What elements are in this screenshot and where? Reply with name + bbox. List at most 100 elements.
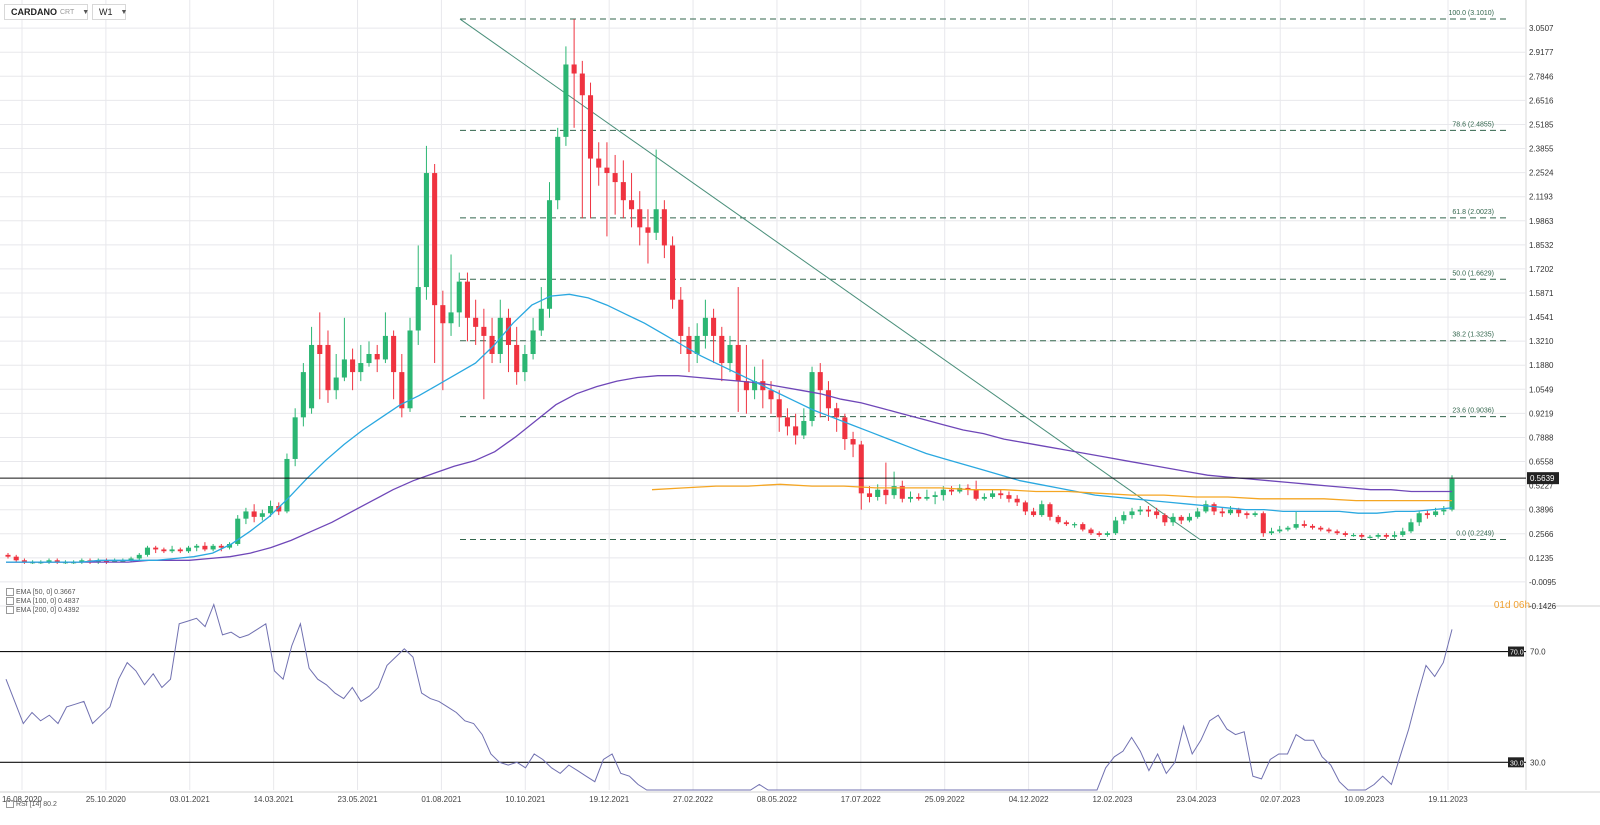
candle-body [1145, 509, 1151, 512]
candle-body [407, 330, 413, 409]
candle-body [850, 439, 856, 445]
rsi-level-tag [1508, 757, 1524, 768]
candle-body [596, 158, 602, 168]
ema200-legend[interactable]: EMA [200, 0] 0.4392 [6, 606, 79, 615]
candle-body [1268, 531, 1275, 534]
ema200-legend-text: EMA [200, 0] 0.4392 [16, 607, 80, 614]
candle-body [210, 545, 216, 550]
candle-body [432, 173, 438, 306]
timeframe-selector[interactable]: W1 ▼ [92, 4, 127, 20]
candle-body [637, 209, 643, 228]
x-tick-label: 16.08.2020 [2, 795, 43, 804]
candle-body [1039, 504, 1045, 516]
y-tick-label: 1.3210 [1529, 337, 1554, 346]
candle-body [883, 489, 889, 496]
ema-legend: EMA [50, 0] 0.3667 EMA [100, 0] 0.4837 E… [6, 588, 79, 615]
candle-body [653, 209, 659, 233]
candle-body [866, 493, 873, 497]
rsi-legend-text: RSI [14] 80.2 [16, 801, 57, 808]
candle-body [268, 506, 274, 514]
candle-body [46, 560, 52, 563]
candle-body [309, 344, 315, 409]
candle-body [423, 173, 429, 288]
candle-body [1375, 534, 1381, 537]
y-tick-label: 1.9863 [1529, 217, 1554, 226]
y-tick-label: 0.6558 [1529, 458, 1554, 467]
candle-body [1104, 533, 1110, 535]
candle-body [1006, 495, 1012, 499]
candle-body [1260, 513, 1266, 534]
candle-body [1441, 509, 1447, 512]
x-tick-label: 12.02.2023 [1092, 795, 1133, 804]
candle-body [95, 560, 101, 563]
candle-body [1318, 527, 1324, 530]
candle-body [825, 390, 831, 409]
candle-body [875, 489, 881, 497]
candle-body [1170, 516, 1176, 523]
x-tick-label: 01.08.2021 [421, 795, 462, 804]
ema50-legend[interactable]: EMA [50, 0] 0.3667 [6, 588, 79, 597]
candle-body [620, 182, 626, 201]
candle-body [522, 354, 528, 373]
candle-body [834, 408, 840, 418]
candle-body [456, 281, 462, 313]
candle-body [112, 560, 118, 563]
candle-body [973, 489, 979, 499]
candle-body [538, 308, 544, 331]
settings-icon [6, 597, 14, 606]
candle-body [1293, 524, 1299, 528]
candle-body [1154, 511, 1160, 516]
x-tick-label: 02.07.2023 [1260, 795, 1301, 804]
candle-body [391, 335, 397, 373]
candle-body [13, 556, 19, 561]
rsi-level-label: 30.0 [1530, 758, 1546, 767]
ema100-legend[interactable]: EMA [100, 0] 0.4837 [6, 597, 79, 606]
candle-body [1162, 515, 1168, 523]
y-tick-label: 2.5185 [1529, 120, 1554, 129]
y-tick-label: 0.3896 [1529, 506, 1554, 515]
candle-body [497, 317, 503, 355]
candle-body [891, 486, 897, 496]
candle-body [916, 496, 922, 499]
candle-body [1326, 529, 1332, 532]
timer-hours-unit: h [1524, 600, 1530, 611]
candle-body [341, 359, 347, 378]
y-tick-label: 2.3855 [1529, 145, 1554, 154]
candle-body [440, 305, 446, 324]
candle-body [194, 545, 200, 548]
candle-body [333, 377, 339, 391]
x-tick-label: 25.09.2022 [925, 795, 966, 804]
x-tick-label: 10.10.2021 [505, 795, 546, 804]
timer-days-unit: d [1504, 600, 1514, 611]
y-tick-label: 1.1880 [1529, 361, 1554, 370]
candle-body [1244, 513, 1250, 516]
y-tick-label: 0.2566 [1529, 530, 1554, 539]
candle-body [768, 390, 774, 400]
candle-body [686, 335, 692, 355]
rsi-level-tag [1508, 646, 1524, 657]
candle-body [1031, 511, 1037, 516]
candle-body [661, 209, 667, 246]
candle-body [1096, 533, 1102, 535]
fib-level-label: 50.0 (1.6629) [1452, 270, 1494, 277]
candle-body [415, 287, 421, 331]
timer-days: 01 [1493, 600, 1505, 611]
candle-body [243, 511, 249, 519]
candle-body [1252, 513, 1258, 516]
rsi-legend[interactable]: RSI [14] 80.2 [6, 800, 57, 809]
candle-body [161, 549, 167, 552]
candle-body [1219, 511, 1225, 514]
candle-body [1121, 515, 1127, 521]
y-tick-label: 1.0549 [1529, 385, 1554, 394]
x-tick-label: 25.10.2020 [86, 795, 127, 804]
candle-body [1203, 504, 1209, 512]
candle-body [1211, 504, 1217, 512]
symbol-selector[interactable]: CARDANO CRT ▼ [4, 4, 89, 20]
candle-body [563, 64, 569, 137]
candle-body [1449, 478, 1455, 510]
candle-body [317, 344, 323, 355]
candle-body [719, 335, 725, 364]
candle-body [629, 200, 635, 210]
